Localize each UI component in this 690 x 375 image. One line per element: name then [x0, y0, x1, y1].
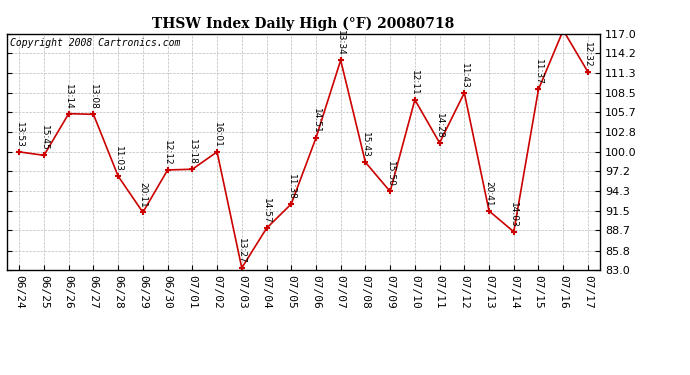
Text: 14:03: 14:03	[509, 202, 518, 228]
Text: 13:14: 13:14	[64, 84, 73, 110]
Text: 11:43: 11:43	[460, 63, 469, 88]
Text: 11:37: 11:37	[534, 59, 543, 85]
Text: 20:11: 20:11	[139, 182, 148, 208]
Text: 13:53: 13:53	[14, 122, 23, 148]
Text: Copyright 2008 Cartronics.com: Copyright 2008 Cartronics.com	[10, 39, 180, 48]
Text: 13:27: 13:27	[237, 238, 246, 264]
Text: 20:41: 20:41	[484, 181, 493, 207]
Text: 12:11: 12:11	[411, 70, 420, 96]
Text: 12:12: 12:12	[163, 140, 172, 166]
Text: 14:57: 14:57	[262, 198, 271, 224]
Text: 12:32: 12:32	[584, 42, 593, 68]
Text: 14:11: 14:11	[0, 374, 1, 375]
Text: 16:01: 16:01	[213, 122, 221, 148]
Text: 15:45: 15:45	[39, 125, 48, 151]
Text: 15:43: 15:43	[361, 132, 370, 158]
Text: 15:50: 15:50	[386, 162, 395, 188]
Text: 11:03: 11:03	[114, 146, 123, 172]
Text: 13:34: 13:34	[336, 30, 345, 56]
Text: 14:28: 14:28	[435, 113, 444, 139]
Text: 11:38: 11:38	[287, 174, 296, 200]
Text: 13:08: 13:08	[89, 84, 98, 110]
Text: 14:51: 14:51	[311, 108, 320, 134]
Title: THSW Index Daily High (°F) 20080718: THSW Index Daily High (°F) 20080718	[152, 17, 455, 31]
Text: 13:18: 13:18	[188, 139, 197, 165]
